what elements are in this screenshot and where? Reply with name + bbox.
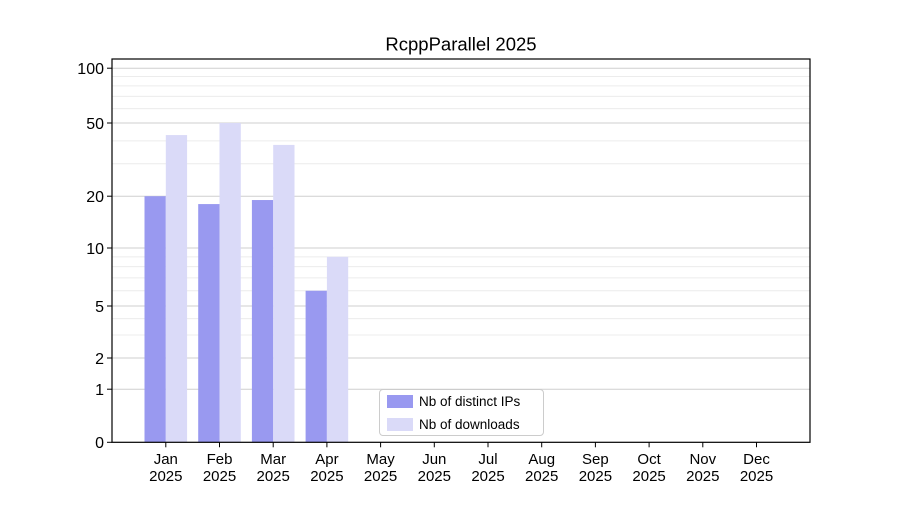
svg-text:May: May: [366, 451, 395, 468]
svg-text:2025: 2025: [418, 468, 451, 485]
svg-text:2025: 2025: [364, 468, 397, 485]
svg-text:Dec: Dec: [743, 451, 770, 468]
svg-text:Sep: Sep: [582, 451, 609, 468]
svg-text:2025: 2025: [579, 468, 612, 485]
svg-text:2025: 2025: [471, 468, 504, 485]
svg-text:2025: 2025: [203, 468, 236, 485]
svg-text:2025: 2025: [525, 468, 558, 485]
svg-text:Nov: Nov: [689, 451, 716, 468]
svg-text:Jul: Jul: [478, 451, 497, 468]
svg-text:10: 10: [86, 241, 104, 258]
svg-text:1: 1: [95, 382, 104, 399]
svg-text:2025: 2025: [686, 468, 719, 485]
svg-text:Aug: Aug: [528, 451, 555, 468]
svg-text:2025: 2025: [740, 468, 773, 485]
svg-text:50: 50: [86, 116, 104, 133]
svg-text:100: 100: [77, 61, 104, 78]
svg-text:RcppParallel 2025: RcppParallel 2025: [385, 34, 536, 55]
svg-text:2025: 2025: [310, 468, 343, 485]
svg-text:2025: 2025: [149, 468, 182, 485]
svg-text:2025: 2025: [632, 468, 665, 485]
svg-text:Mar: Mar: [260, 451, 286, 468]
svg-text:Oct: Oct: [637, 451, 661, 468]
svg-text:Apr: Apr: [315, 451, 338, 468]
svg-text:2025: 2025: [257, 468, 290, 485]
svg-text:5: 5: [95, 299, 104, 316]
svg-text:0: 0: [95, 435, 104, 452]
svg-text:Jun: Jun: [422, 451, 446, 468]
svg-text:Feb: Feb: [207, 451, 233, 468]
svg-text:20: 20: [86, 189, 104, 206]
svg-text:2: 2: [95, 351, 104, 368]
svg-text:Jan: Jan: [154, 451, 178, 468]
